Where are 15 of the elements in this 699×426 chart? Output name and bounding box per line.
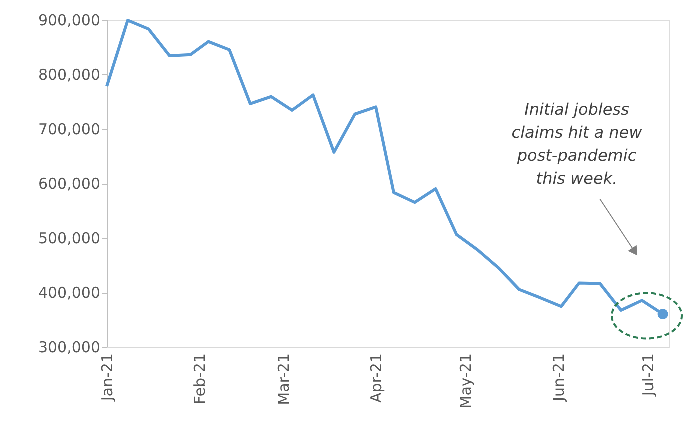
y-tick-label: 900,000 [38, 12, 100, 30]
annotation: Initial jobless claims hit a new post-pandemic this week. [512, 100, 644, 188]
y-tick-label: 500,000 [38, 230, 100, 248]
y-tick-label: 800,000 [38, 66, 100, 84]
x-tick-label: May-21 [457, 354, 476, 409]
x-tick-label: Jun-21 [550, 354, 568, 402]
x-tick-label: Apr-21 [368, 354, 386, 403]
y-tick-label: 300,000 [38, 338, 100, 356]
x-tick-label: Jul-21 [640, 354, 658, 398]
y-tick-label: 400,000 [38, 284, 100, 302]
x-tick-label: Mar-21 [274, 354, 293, 406]
y-tick-label: 600,000 [38, 175, 100, 193]
x-tick-label: Feb-21 [191, 354, 210, 405]
x-tick-label: Jan-21 [98, 354, 116, 402]
y-tick-label: 700,000 [38, 120, 100, 138]
